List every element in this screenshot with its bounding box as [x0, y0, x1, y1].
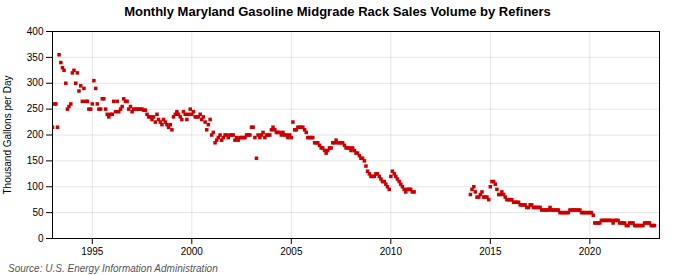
svg-text:2010: 2010	[380, 246, 403, 257]
svg-text:Thousand Gallons per Day: Thousand Gallons per Day	[2, 76, 13, 195]
svg-text:400: 400	[27, 26, 44, 37]
svg-text:1995: 1995	[81, 246, 104, 257]
svg-text:100: 100	[27, 181, 44, 192]
svg-text:0: 0	[38, 233, 44, 244]
html-text:Monthly Maryland Gasoline Midg: Monthly Maryland Gasoline Midgrade Rack …	[124, 4, 551, 19]
html-text:Source: U.S. Energy Informatio: Source: U.S. Energy Information Administ…	[8, 263, 218, 274]
svg-text:200: 200	[27, 129, 44, 140]
svg-text:150: 150	[27, 155, 44, 166]
svg-text:2000: 2000	[181, 246, 204, 257]
svg-text:2020: 2020	[579, 246, 602, 257]
svg-text:350: 350	[27, 52, 44, 63]
svg-text:50: 50	[32, 207, 44, 218]
svg-text:2015: 2015	[479, 246, 502, 257]
svg-text:300: 300	[27, 77, 44, 88]
svg-text:2005: 2005	[280, 246, 303, 257]
svg-text:250: 250	[27, 103, 44, 114]
